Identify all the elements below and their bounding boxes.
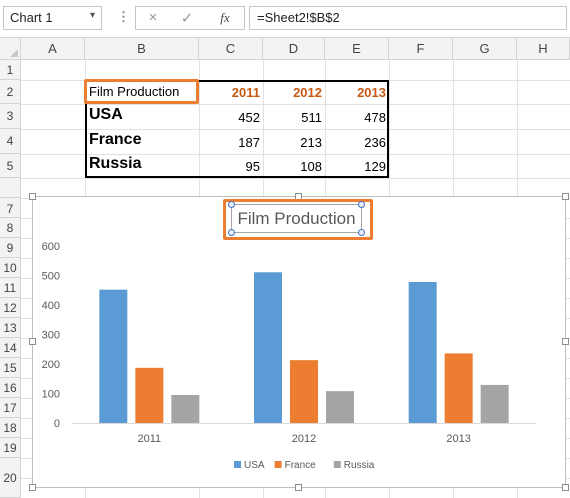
value-cell[interactable]: 187	[238, 135, 260, 150]
row-header-3[interactable]: 3	[0, 104, 21, 129]
more-options-icon: ⋮	[117, 9, 130, 24]
resize-handle[interactable]	[562, 193, 569, 200]
row-header-7[interactable]: 7	[0, 198, 21, 218]
value-cell[interactable]: 108	[300, 159, 322, 174]
legend-label-usa: USA	[244, 460, 265, 471]
x-tick-label: 2011	[138, 433, 162, 445]
table-header-cell[interactable]: Film Production	[89, 84, 180, 99]
formula-input[interactable]: =Sheet2!$B$2	[249, 6, 567, 30]
y-tick-label: 300	[42, 330, 60, 342]
resize-handle[interactable]	[29, 338, 36, 345]
select-all-corner[interactable]	[0, 38, 21, 60]
year-cell-2013[interactable]: 2013	[357, 85, 386, 100]
row-header-13[interactable]: 13	[0, 318, 21, 338]
name-box-value: Chart 1	[10, 10, 53, 25]
bar-russia-2011	[171, 394, 200, 423]
country-cell-france[interactable]: France	[89, 131, 142, 148]
gridline	[21, 104, 570, 105]
row-header-17[interactable]: 17	[0, 398, 21, 418]
gridline	[21, 129, 570, 130]
value-cell[interactable]: 95	[245, 159, 260, 174]
row-header-1[interactable]: 1	[0, 60, 21, 80]
chevron-down-icon[interactable]: ▾	[89, 10, 95, 21]
bar-usa-2013	[408, 281, 437, 423]
column-header-f[interactable]: F	[389, 38, 453, 60]
column-header-g[interactable]: G	[453, 38, 517, 60]
row-header-8[interactable]: 8	[0, 218, 21, 238]
row-header-5[interactable]: 5	[0, 154, 21, 178]
x-tick-label: 2013	[446, 433, 470, 445]
row-header-9[interactable]: 9	[0, 238, 21, 258]
row-header-10[interactable]: 10	[0, 258, 21, 278]
formula-buttons: × ✓ fx	[135, 6, 245, 30]
row-header-12[interactable]: 12	[0, 298, 21, 318]
bar-russia-2012	[326, 391, 354, 423]
column-header-e[interactable]: E	[325, 38, 389, 60]
chart-title[interactable]: Film Production	[231, 204, 362, 233]
resize-handle[interactable]	[29, 484, 36, 491]
value-cell[interactable]: 452	[238, 110, 260, 125]
resize-handle[interactable]	[562, 338, 569, 345]
bar-france-2011	[135, 367, 164, 423]
column-header-c[interactable]: C	[199, 38, 263, 60]
row-header-19[interactable]: 19	[0, 438, 21, 458]
row-header-15[interactable]: 15	[0, 358, 21, 378]
title-handle[interactable]	[358, 229, 365, 236]
row-header-6[interactable]	[0, 178, 21, 198]
title-handle[interactable]	[228, 201, 235, 208]
insert-function-icon[interactable]: fx	[220, 10, 230, 25]
resize-handle[interactable]	[29, 193, 36, 200]
legend-label-russia: Russia	[344, 460, 375, 471]
header-highlight	[84, 79, 199, 104]
year-cell-2011[interactable]: 2011	[231, 85, 260, 100]
column-header-d[interactable]: D	[263, 38, 325, 60]
row-header-11[interactable]: 11	[0, 278, 21, 298]
year-cell-2012[interactable]: 2012	[293, 85, 322, 100]
legend-label-france: France	[285, 460, 317, 471]
country-cell-usa[interactable]: USA	[89, 106, 123, 123]
y-tick-label: 400	[42, 300, 60, 312]
row-header-18[interactable]: 18	[0, 418, 21, 438]
y-tick-label: 200	[42, 359, 60, 371]
row-header-14[interactable]: 14	[0, 338, 21, 358]
resize-handle[interactable]	[295, 484, 302, 491]
title-highlight	[223, 199, 373, 240]
title-handle[interactable]	[358, 201, 365, 208]
title-handle[interactable]	[228, 229, 235, 236]
legend-swatch-france	[274, 461, 282, 468]
legend-swatch-russia	[333, 461, 341, 468]
country-cell-russia[interactable]: Russia	[89, 155, 142, 172]
value-cell[interactable]: 478	[364, 110, 386, 125]
gridline	[21, 154, 570, 155]
name-box[interactable]: Chart 1 ▾	[3, 6, 102, 30]
gridline	[21, 178, 570, 179]
value-cell[interactable]: 236	[364, 135, 386, 150]
y-tick-label: 100	[42, 389, 60, 401]
row-header-16[interactable]: 16	[0, 378, 21, 398]
row-header-20[interactable]: 20	[0, 458, 21, 498]
bar-usa-2011	[99, 289, 128, 423]
bar-france-2013	[444, 353, 473, 423]
value-cell[interactable]: 129	[364, 159, 386, 174]
bar-russia-2013	[480, 384, 509, 423]
column-header-b[interactable]: B	[85, 38, 199, 60]
value-cell[interactable]: 213	[300, 135, 322, 150]
x-tick-label: 2012	[292, 433, 316, 445]
cancel-icon[interactable]: ×	[148, 9, 158, 26]
bar-france-2012	[290, 360, 318, 423]
bar-usa-2012	[254, 272, 282, 423]
row-header-2[interactable]: 2	[0, 80, 21, 104]
y-tick-label: 600	[42, 241, 60, 253]
enter-icon[interactable]: ✓	[180, 10, 194, 27]
row-header-4[interactable]: 4	[0, 129, 21, 154]
y-tick-label: 500	[42, 271, 60, 283]
resize-handle[interactable]	[562, 484, 569, 491]
y-tick-label: 0	[54, 418, 60, 430]
column-header-a[interactable]: A	[21, 38, 85, 60]
value-cell[interactable]: 511	[301, 110, 322, 125]
data-table-border	[85, 80, 389, 178]
legend-swatch-usa	[234, 461, 241, 468]
